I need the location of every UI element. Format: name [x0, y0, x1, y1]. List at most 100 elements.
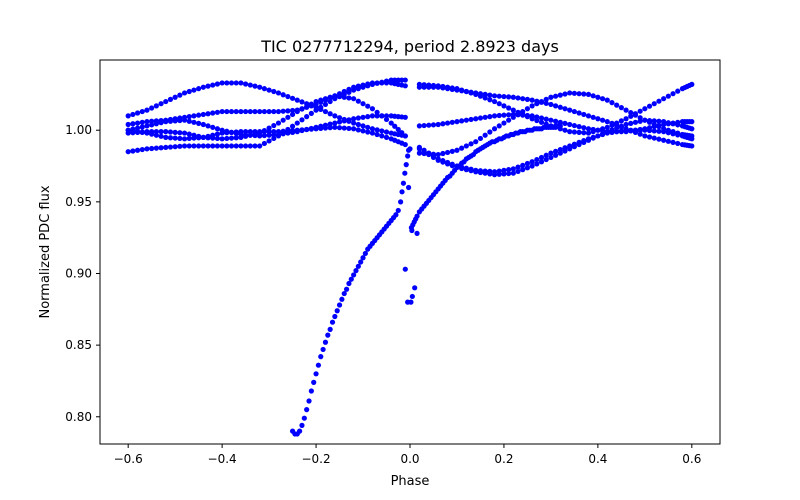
data-point	[590, 126, 596, 133]
x-axis: −0.6 −0.4 −0.2 0.0 0.2 0.4 0.6	[114, 444, 701, 466]
data-point	[130, 121, 136, 127]
data-point	[210, 143, 216, 149]
data-point	[473, 116, 479, 122]
data-point	[315, 362, 322, 368]
data-point	[130, 148, 136, 154]
data-point	[557, 92, 563, 98]
data-point	[665, 138, 671, 144]
data-point	[280, 108, 286, 114]
data-point	[609, 100, 615, 106]
data-point	[341, 290, 347, 297]
data-point	[196, 133, 202, 139]
data-point	[205, 143, 211, 149]
data-point	[548, 154, 554, 161]
data-point	[238, 134, 244, 140]
data-point	[529, 113, 535, 119]
data-point	[257, 143, 263, 149]
data-point	[153, 145, 159, 151]
data-point	[322, 108, 329, 115]
data-point	[144, 129, 150, 135]
chart-title: TIC 0277712294, period 2.8923 days	[260, 37, 559, 56]
data-point	[510, 170, 516, 176]
data-point	[632, 112, 639, 118]
data-point	[477, 91, 484, 97]
data-point	[426, 150, 432, 156]
data-point	[506, 112, 512, 118]
data-point	[506, 105, 512, 111]
data-point	[322, 96, 329, 102]
data-point	[491, 98, 498, 105]
data-point	[341, 118, 347, 124]
data-point	[379, 113, 385, 119]
data-point	[449, 119, 455, 125]
data-point	[327, 125, 333, 131]
data-point	[468, 166, 474, 172]
data-point	[346, 117, 352, 123]
data-point	[651, 101, 657, 107]
data-point	[571, 90, 577, 96]
data-point	[482, 132, 488, 138]
data-point	[144, 107, 150, 113]
data-point	[327, 111, 333, 117]
data-point	[327, 121, 333, 127]
data-point	[515, 95, 521, 101]
data-point	[399, 189, 405, 195]
data-point	[336, 115, 343, 121]
x-tick-label: −0.2	[301, 452, 330, 466]
data-point	[402, 77, 408, 83]
data-point	[459, 145, 465, 151]
data-point	[444, 149, 451, 156]
x-tick-label: 0.4	[588, 452, 607, 466]
data-point	[599, 131, 606, 138]
data-point	[243, 81, 249, 87]
data-point	[219, 80, 225, 86]
data-point	[134, 110, 141, 116]
data-point	[670, 91, 676, 97]
data-point	[501, 120, 507, 126]
data-point	[280, 128, 286, 134]
data-point	[205, 123, 211, 129]
data-point	[571, 141, 577, 147]
data-point	[414, 230, 420, 236]
data-point	[186, 135, 192, 142]
data-points	[125, 77, 695, 437]
data-point	[548, 150, 554, 156]
data-point	[529, 97, 535, 103]
data-point	[562, 120, 568, 126]
data-point	[491, 126, 498, 132]
data-point	[421, 84, 427, 90]
data-point	[266, 108, 272, 115]
data-point	[599, 117, 606, 123]
data-point	[360, 128, 366, 134]
data-point	[534, 101, 540, 107]
data-point	[181, 130, 188, 136]
data-point	[543, 96, 549, 102]
data-point	[172, 118, 178, 124]
data-point	[444, 86, 451, 92]
data-point	[299, 127, 305, 133]
data-point	[172, 135, 178, 141]
data-point	[355, 127, 361, 133]
data-point	[529, 103, 535, 109]
data-point	[651, 135, 657, 141]
data-point	[651, 128, 657, 134]
data-point	[637, 118, 643, 124]
data-point	[322, 125, 329, 131]
data-point	[661, 129, 667, 135]
data-point	[651, 118, 657, 124]
data-point	[266, 138, 272, 144]
data-point	[336, 125, 343, 131]
data-point	[402, 114, 408, 120]
data-point	[257, 108, 263, 115]
data-point	[487, 168, 493, 174]
data-point	[557, 150, 563, 156]
data-point	[294, 120, 300, 126]
data-point	[529, 159, 535, 165]
data-point	[374, 113, 380, 119]
data-point	[506, 167, 512, 173]
data-point	[553, 103, 559, 109]
data-point	[618, 118, 624, 124]
data-point	[430, 122, 437, 128]
data-point	[395, 207, 401, 214]
